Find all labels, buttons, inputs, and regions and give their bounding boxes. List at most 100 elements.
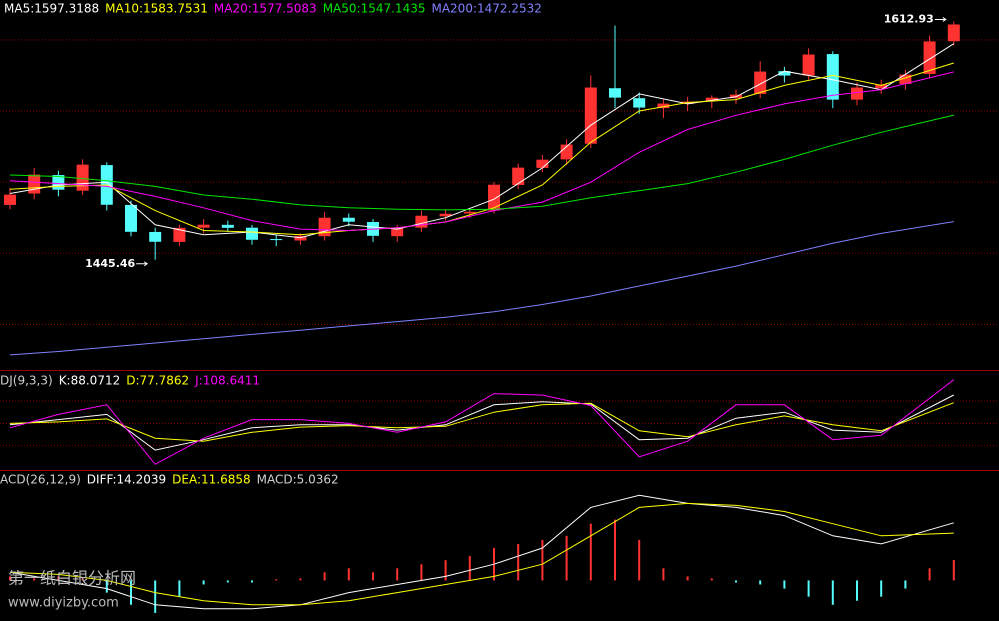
macd-bar [686,576,689,581]
candle-body [923,41,936,74]
macd-bar [396,568,399,581]
series-line [9,502,954,606]
watermark: 第一纸白银分析网 www.diyizby.com [8,569,136,611]
macd-bar [662,568,665,581]
candle-body [246,227,258,240]
macd-bar [130,580,132,605]
legend-label: MA5:1597.3188 [4,2,99,16]
candle-body [851,87,863,100]
macd-bar [372,572,374,581]
candle-body [512,167,525,185]
macd-bar [904,580,907,589]
candle-body [28,174,41,194]
macd-bar [105,580,108,593]
candle-body [439,213,452,217]
macd-bar [565,535,568,581]
macd-bar [928,568,931,581]
annotation-arrow [934,17,947,22]
macd-bar [9,576,11,581]
macd-bar [807,580,810,597]
macd-bar [444,560,447,581]
macd-bar [710,578,713,581]
legend-label: MA200:1472.2532 [431,2,541,16]
macd-bar [638,539,641,581]
candle-body [415,215,428,228]
candle-body [899,74,912,84]
candle-body [536,159,549,168]
legend-label: J:108.6411 [194,374,260,388]
series-line [9,62,954,236]
macd-bar [735,580,737,583]
series-line [9,379,955,465]
candle-body [197,224,210,228]
price-annotation: 1612.93 [884,12,934,25]
macd-bar [831,580,834,605]
macd-bar [347,568,350,581]
legend-label: ACD(26,12,9) [0,473,81,487]
macd-bar [275,579,278,581]
series-line [9,71,954,232]
candle-body [633,98,646,108]
legend-label: MACD:5.0362 [257,473,339,487]
legend-label: MA10:1583.7531 [105,2,208,16]
candle-body [221,224,234,228]
series-line [9,394,955,451]
legend-label: K:88.0712 [59,374,121,388]
legend-label: DJ(9,3,3) [0,374,53,388]
candle-body [947,24,960,42]
series-line [9,43,955,239]
candle-body [584,87,597,144]
macd-bar [299,578,302,581]
legend-label: DIFF:14.2039 [87,473,166,487]
macd-bar [202,580,205,585]
series-line [9,221,954,356]
annotation-arrow [136,261,149,267]
candle-body [488,184,500,211]
candle-body [754,71,767,94]
candle-body [76,164,89,191]
macd-bar [33,578,36,581]
macd-bar [81,578,84,581]
legend-label: MA20:1577.5083 [214,2,317,16]
macd-bar [226,580,229,583]
candle-body [657,103,670,109]
macd-bar [541,539,544,581]
candle-body [705,97,718,102]
series-line [9,402,954,442]
macd-bar [517,543,520,581]
macd-bar [57,576,60,581]
candle-body [778,71,791,76]
macd-bar [154,580,157,613]
macd-bar [178,580,181,597]
watermark-text: 第一纸白银分析网 [8,569,136,588]
candle-body [826,54,839,100]
series-line [9,494,954,610]
legend-label: D:77.7862 [126,374,189,388]
candle-body [173,227,186,242]
macd-bar [614,519,616,581]
candle-body [342,217,355,222]
legend-label: MA50:1547.1435 [323,2,426,16]
candle-body [4,194,16,205]
macd-bar [783,580,786,589]
candle-body [463,211,476,214]
series-line [9,114,954,211]
candle-body [391,227,404,237]
candle-body [802,54,815,76]
macd-bar [880,580,883,597]
macd-bar [468,556,471,581]
macd-bar [759,580,762,585]
candle-body [560,144,573,160]
macd-bar [420,564,423,581]
price-annotation: 1445.46 [85,257,135,270]
macd-bar [323,572,326,581]
macd-bar [856,580,858,601]
macd-bar [251,580,253,583]
candle-body [875,84,888,89]
watermark-url: www.diyizby.com [8,596,119,611]
candle-body [149,231,162,242]
candle-body [270,239,283,241]
candle-body [125,204,137,232]
